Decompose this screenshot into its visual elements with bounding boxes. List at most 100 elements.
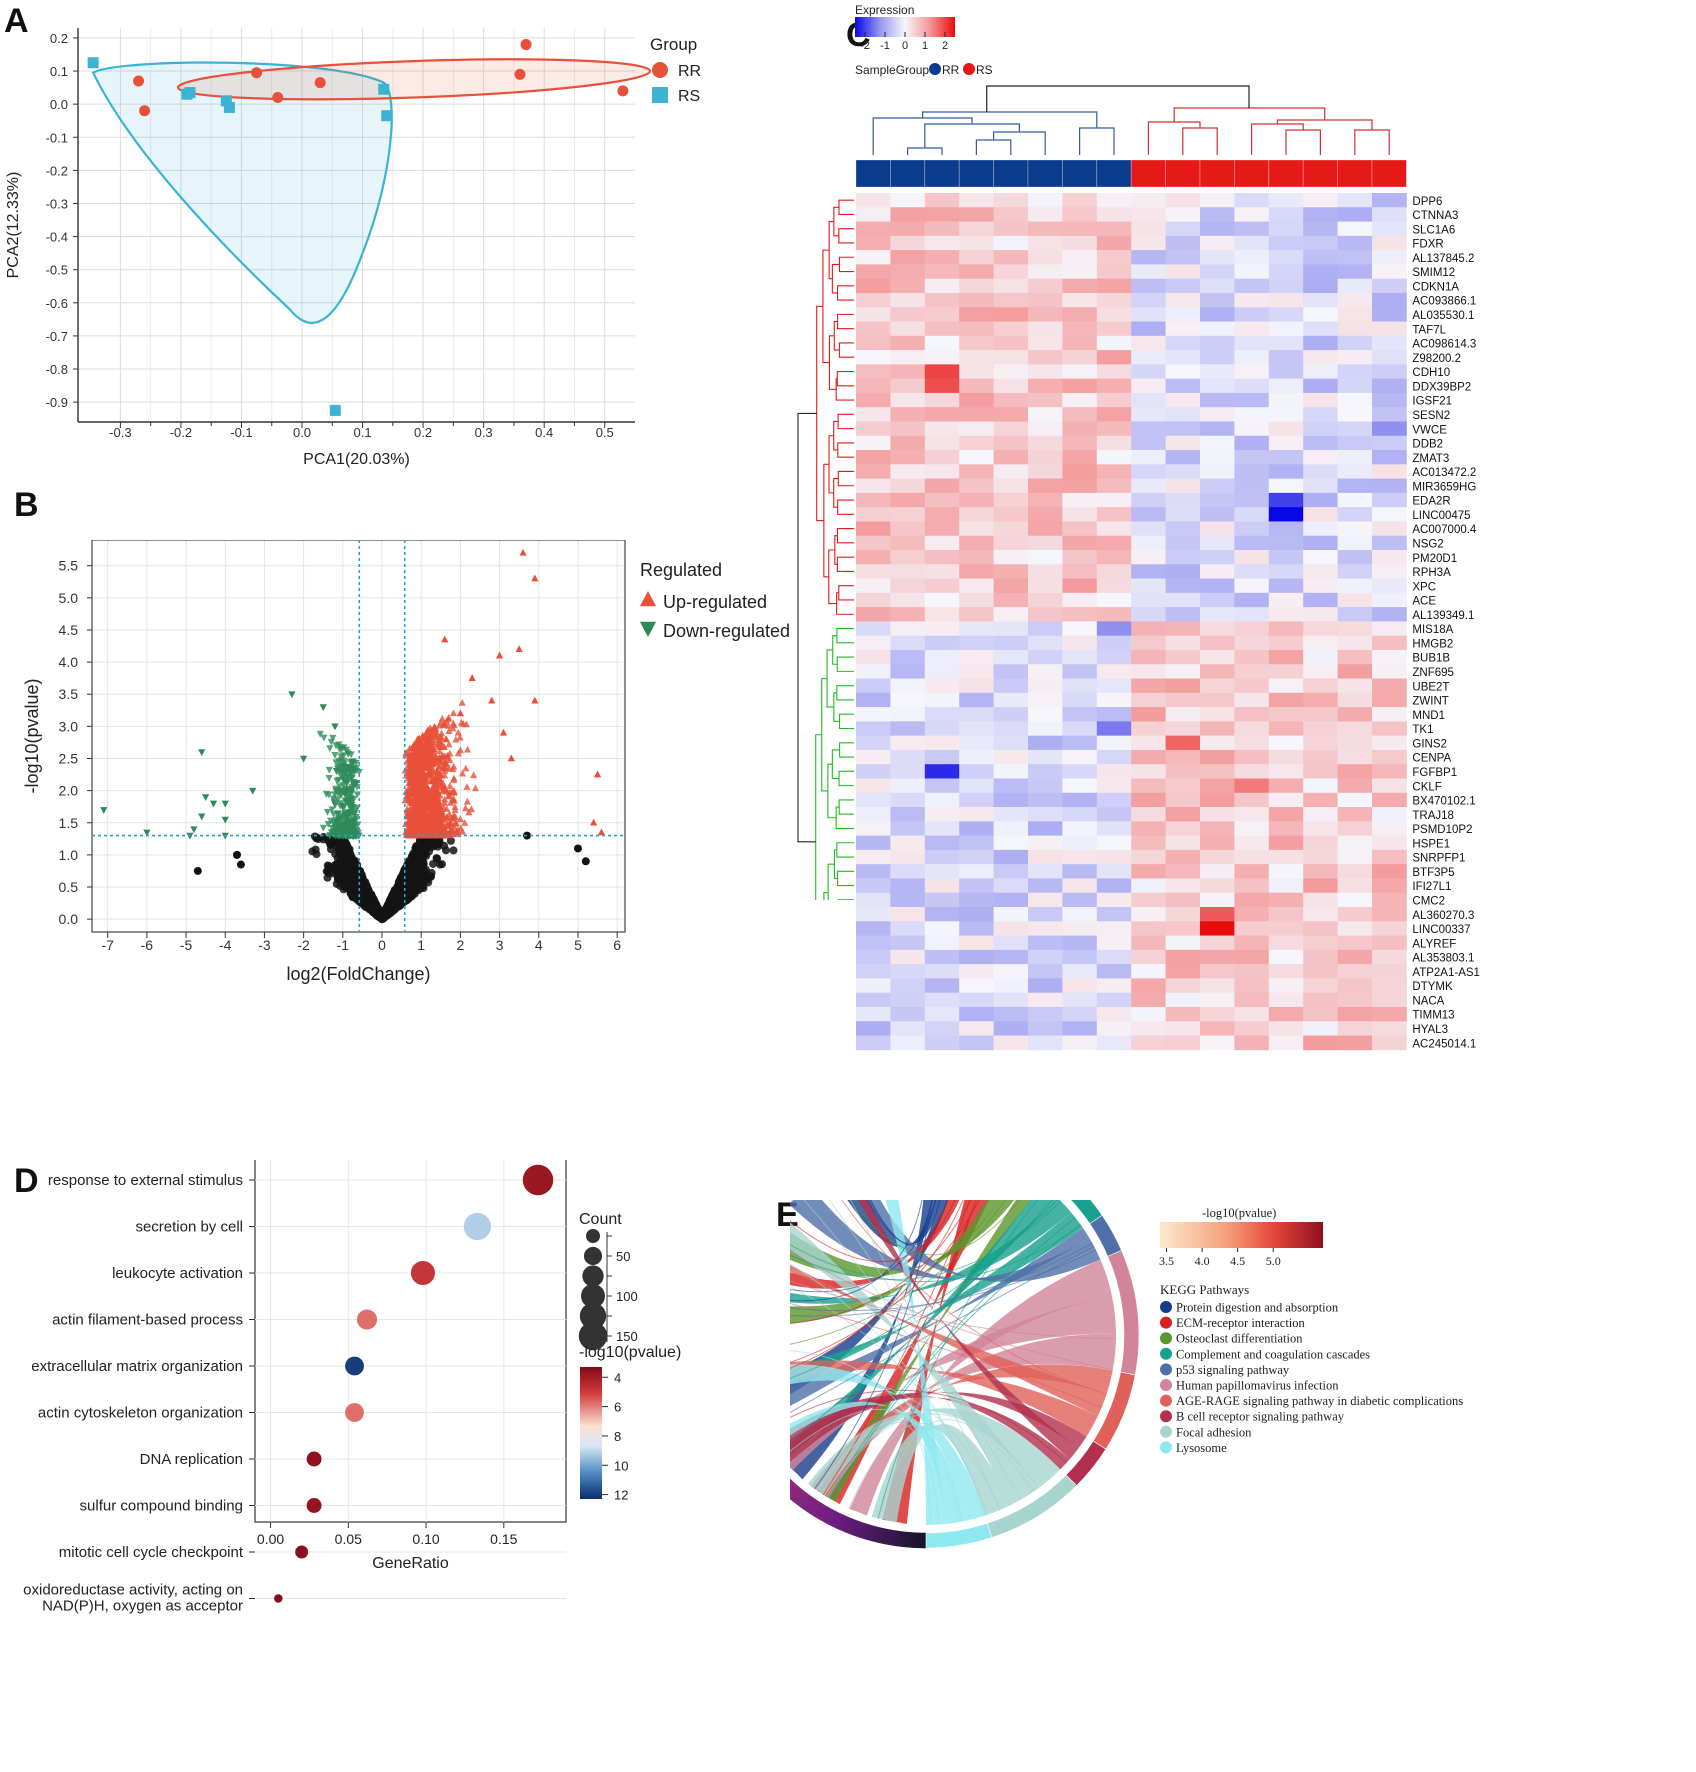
colorbar-title: Expression (855, 3, 914, 17)
heatmap-cell (1200, 607, 1235, 622)
heatmap-cell (1372, 507, 1407, 522)
heatmap-cell (856, 907, 891, 922)
ribbon-line (827, 1217, 1076, 1498)
up-point (519, 548, 527, 556)
y-tick-label: 0.1 (50, 64, 68, 79)
up-point (446, 749, 454, 757)
heatmap-cell (1028, 849, 1063, 865)
heatmap-cell (1165, 264, 1201, 280)
heatmap-cell (1028, 1006, 1063, 1022)
heatmap-cell (1028, 364, 1063, 380)
ribbon-line (866, 1200, 948, 1246)
heatmap-cell (1131, 821, 1166, 836)
heatmap-cell (959, 678, 994, 694)
heatmap-cell (993, 778, 1029, 794)
up-point (446, 782, 454, 789)
samplegroup-cell (958, 159, 994, 188)
heatmap-cell (1165, 678, 1201, 694)
heatmap-cell (1062, 607, 1098, 622)
legend-up-label: Up-regulated (663, 592, 767, 612)
heatmap-cell (1372, 535, 1407, 551)
samplegroup-cell (1302, 159, 1339, 188)
heatmap-cell (959, 835, 994, 851)
heatmap-cell (1131, 535, 1166, 551)
heatmap-cell (1268, 821, 1304, 836)
heatmap-cell (1372, 878, 1407, 894)
up-point (423, 804, 431, 812)
down-point (330, 798, 338, 806)
heatmap-cell (924, 949, 960, 965)
heatmap-cell (1372, 1021, 1407, 1036)
up-point (407, 771, 415, 779)
down-point (316, 730, 324, 738)
row-label: PM20D1 (1412, 553, 1457, 565)
heatmap-cell (1372, 278, 1407, 294)
heatmap-cell (856, 892, 891, 908)
heatmap-cell (1303, 550, 1338, 565)
row-label: HSPE1 (1412, 838, 1450, 850)
heatmap-cell (1303, 264, 1338, 280)
heatmap-cell (1096, 721, 1132, 737)
heatmap-cell (890, 592, 926, 608)
heatmap-cell (1062, 407, 1098, 422)
heatmap-cell (1062, 1021, 1098, 1036)
heatmap-cell (959, 464, 994, 479)
up-point (499, 728, 508, 736)
heatmap-cell (1131, 278, 1166, 294)
heatmap-cell (1268, 221, 1304, 237)
heatmap-cell (1028, 878, 1063, 894)
heatmap-cell (993, 649, 1029, 665)
heatmap-cell (1200, 849, 1235, 865)
down-point (327, 738, 335, 746)
heatmap-cell (1372, 849, 1407, 865)
heatmap-cell (993, 892, 1029, 908)
up-point (462, 720, 471, 728)
heatmap-cell (1062, 250, 1098, 265)
heatmap-cell (993, 607, 1029, 622)
heatmap-cell (1234, 235, 1270, 251)
up-point (415, 812, 423, 820)
up-point (407, 783, 415, 791)
heatmap-cell (1096, 835, 1132, 851)
heatmap-cell (1165, 592, 1201, 608)
heatmap-cell (890, 264, 926, 280)
heatmap-cell (1131, 707, 1166, 722)
size-legend-dot (582, 1265, 604, 1287)
heatmap-cell (959, 278, 994, 294)
heatmap-cell (1028, 235, 1063, 251)
heatmap-cell (1372, 649, 1407, 665)
heatmap-cell (1165, 564, 1201, 579)
heatmap-cell (1200, 193, 1235, 208)
heatmap-cell (1096, 949, 1132, 965)
heatmap-cell (1028, 478, 1063, 494)
up-point (430, 724, 439, 732)
heatmap-cell (1372, 921, 1407, 936)
heatmap-cell (856, 550, 891, 565)
rs-point (381, 110, 393, 122)
heatmap-cell (1268, 707, 1304, 722)
up-point (426, 824, 435, 832)
heatmap-cell (924, 207, 960, 222)
heatmap-cell (1234, 535, 1270, 551)
heatmap-cell (1062, 592, 1098, 608)
x-tick-label: 0.0 (293, 425, 311, 440)
up-point (449, 719, 457, 727)
heatmap-cell (1234, 392, 1270, 408)
up-point (450, 774, 458, 782)
row-label: AC098614.3 (1412, 339, 1476, 351)
up-point (410, 758, 418, 766)
samplegroup-cell (1199, 159, 1235, 188)
heatmap-cell (1165, 749, 1201, 765)
size-legend-label: 150 (616, 1329, 638, 1344)
heatmap-cell (1131, 507, 1166, 522)
heatmap-cell (1096, 892, 1132, 908)
heatmap-cell (1028, 421, 1063, 437)
heatmap-cell (1028, 907, 1063, 922)
down-point (331, 791, 339, 799)
heatmap-cell (1337, 321, 1373, 337)
heatmap-cell (1062, 321, 1098, 337)
heatmap-cell (856, 1035, 891, 1051)
heatmap-cell (1268, 635, 1304, 651)
heatmap-cell (1303, 592, 1338, 608)
heatmap-cell (1200, 478, 1235, 494)
